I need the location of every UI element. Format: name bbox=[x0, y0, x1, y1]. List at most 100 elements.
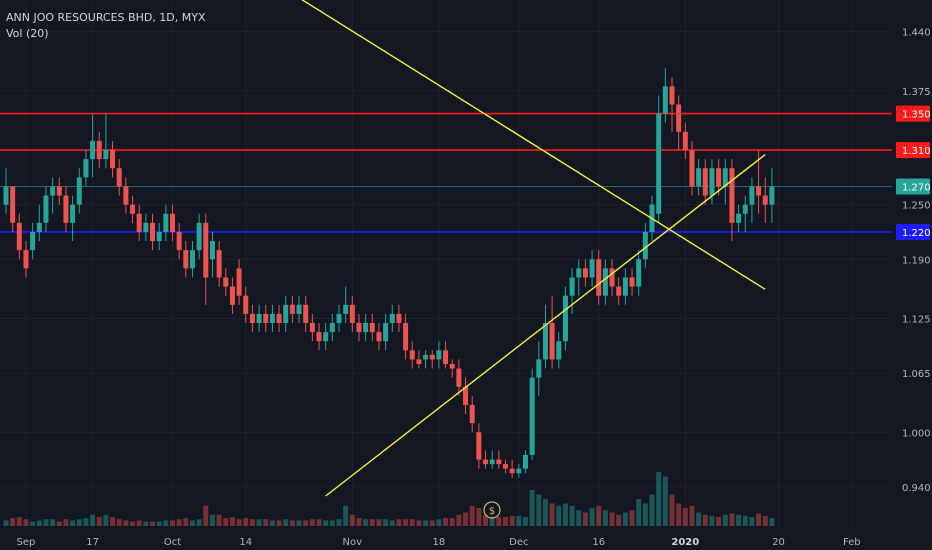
candle-body bbox=[562, 295, 568, 342]
candle-body bbox=[536, 359, 542, 378]
candles bbox=[3, 68, 775, 478]
candle-body bbox=[436, 350, 442, 360]
chart-grid bbox=[0, 0, 892, 530]
trendline-ascending[interactable] bbox=[325, 154, 766, 497]
volume-bar bbox=[656, 472, 662, 526]
volume-bar bbox=[749, 517, 755, 526]
volume-bar bbox=[116, 519, 122, 526]
price-label-text: 1.310 bbox=[902, 146, 931, 157]
event-marker[interactable]: $ bbox=[483, 501, 501, 519]
candle-body bbox=[596, 259, 602, 296]
volume-bar bbox=[536, 494, 542, 526]
candle-body bbox=[762, 195, 768, 205]
volume-bar bbox=[130, 521, 136, 526]
candle-body bbox=[150, 222, 156, 242]
volume-bar bbox=[316, 519, 322, 526]
volume-bar bbox=[110, 517, 116, 526]
volume-bar bbox=[762, 515, 768, 526]
volume-bar bbox=[742, 515, 748, 526]
horizontal-levels bbox=[0, 112, 892, 233]
volume-bar bbox=[556, 505, 562, 526]
candle-body bbox=[756, 186, 762, 196]
volume-bar bbox=[150, 521, 156, 526]
candle-body bbox=[443, 350, 449, 364]
volume-bar bbox=[529, 490, 535, 526]
candle-body bbox=[143, 222, 149, 232]
candle-body bbox=[209, 241, 215, 260]
candle-body bbox=[189, 250, 195, 269]
volume-bar bbox=[729, 513, 735, 526]
volume-bar bbox=[622, 512, 628, 526]
candle-body bbox=[542, 323, 548, 360]
candle-body bbox=[429, 354, 435, 360]
volume-bar bbox=[30, 521, 36, 526]
candle-body bbox=[516, 468, 522, 474]
candle-body bbox=[323, 332, 329, 342]
volume-bar bbox=[336, 519, 342, 526]
volume-indicator-label[interactable]: Vol (20) bbox=[6, 27, 49, 40]
earnings-marker-icon[interactable] bbox=[483, 501, 501, 519]
candle-body bbox=[662, 86, 668, 114]
time-tick-label: 2020 bbox=[671, 537, 699, 548]
volume-bar bbox=[289, 520, 295, 526]
price-tick-label: 1.125 bbox=[902, 314, 931, 325]
volume-bar bbox=[629, 510, 635, 526]
volume-bar bbox=[56, 521, 62, 526]
candle-body bbox=[569, 277, 575, 296]
volume-bars bbox=[3, 472, 775, 526]
volume-bar bbox=[649, 494, 655, 526]
candle-body bbox=[90, 140, 96, 160]
candle-body bbox=[349, 304, 355, 324]
candle-body bbox=[110, 150, 116, 169]
candle-body bbox=[383, 323, 389, 342]
time-tick-label: Dec bbox=[509, 537, 528, 548]
time-tick-label: 20 bbox=[772, 537, 785, 548]
candle-body bbox=[423, 354, 429, 360]
volume-bar bbox=[522, 517, 528, 526]
candle-body bbox=[769, 186, 775, 205]
volume-bar bbox=[249, 519, 255, 526]
volume-bar bbox=[489, 517, 495, 526]
candle-body bbox=[56, 186, 62, 196]
price-label-text: 1.270 bbox=[902, 182, 931, 193]
volume-bar bbox=[642, 503, 648, 526]
volume-bar bbox=[136, 520, 142, 526]
candle-body bbox=[576, 268, 582, 278]
time-tick-label: 16 bbox=[592, 537, 605, 548]
volume-bar bbox=[363, 519, 369, 526]
volume-bar bbox=[23, 519, 29, 526]
volume-bar bbox=[263, 519, 269, 526]
candle-body bbox=[63, 195, 69, 223]
volume-bar bbox=[156, 521, 162, 526]
volume-bar bbox=[516, 515, 522, 526]
volume-bar bbox=[449, 518, 455, 526]
volume-bar bbox=[756, 513, 762, 526]
candle-body bbox=[256, 313, 262, 324]
volume-bar bbox=[423, 520, 429, 526]
price-axis[interactable]: 1.440 1.375 1.310 1.250 1.190 1.125 1.065 1.000… bbox=[896, 28, 931, 494]
volume-bar bbox=[602, 510, 608, 526]
time-axis[interactable]: Sep 17 Oct 14 Nov 18 Dec 16 2020 20 Feb bbox=[17, 537, 861, 548]
price-label-badge bbox=[896, 142, 930, 159]
volume-bar bbox=[63, 519, 69, 526]
candle-body bbox=[16, 222, 22, 251]
volume-bar bbox=[50, 519, 56, 526]
volume-bar bbox=[229, 517, 235, 526]
candle-body bbox=[489, 459, 495, 465]
candle-body bbox=[43, 195, 49, 223]
candle-body bbox=[582, 268, 588, 278]
candle-body bbox=[709, 168, 715, 196]
volume-bar bbox=[636, 499, 642, 526]
candle-body bbox=[263, 313, 269, 324]
candle-body bbox=[103, 150, 109, 160]
candle-body bbox=[316, 332, 322, 342]
candle-body bbox=[669, 86, 675, 105]
candle-body bbox=[170, 213, 175, 232]
volume-bar bbox=[562, 503, 568, 526]
candle-body bbox=[742, 204, 748, 214]
candle-body bbox=[223, 277, 229, 287]
price-tick-label: 0.940 bbox=[902, 483, 931, 494]
trendline-descending[interactable] bbox=[266, 0, 766, 290]
